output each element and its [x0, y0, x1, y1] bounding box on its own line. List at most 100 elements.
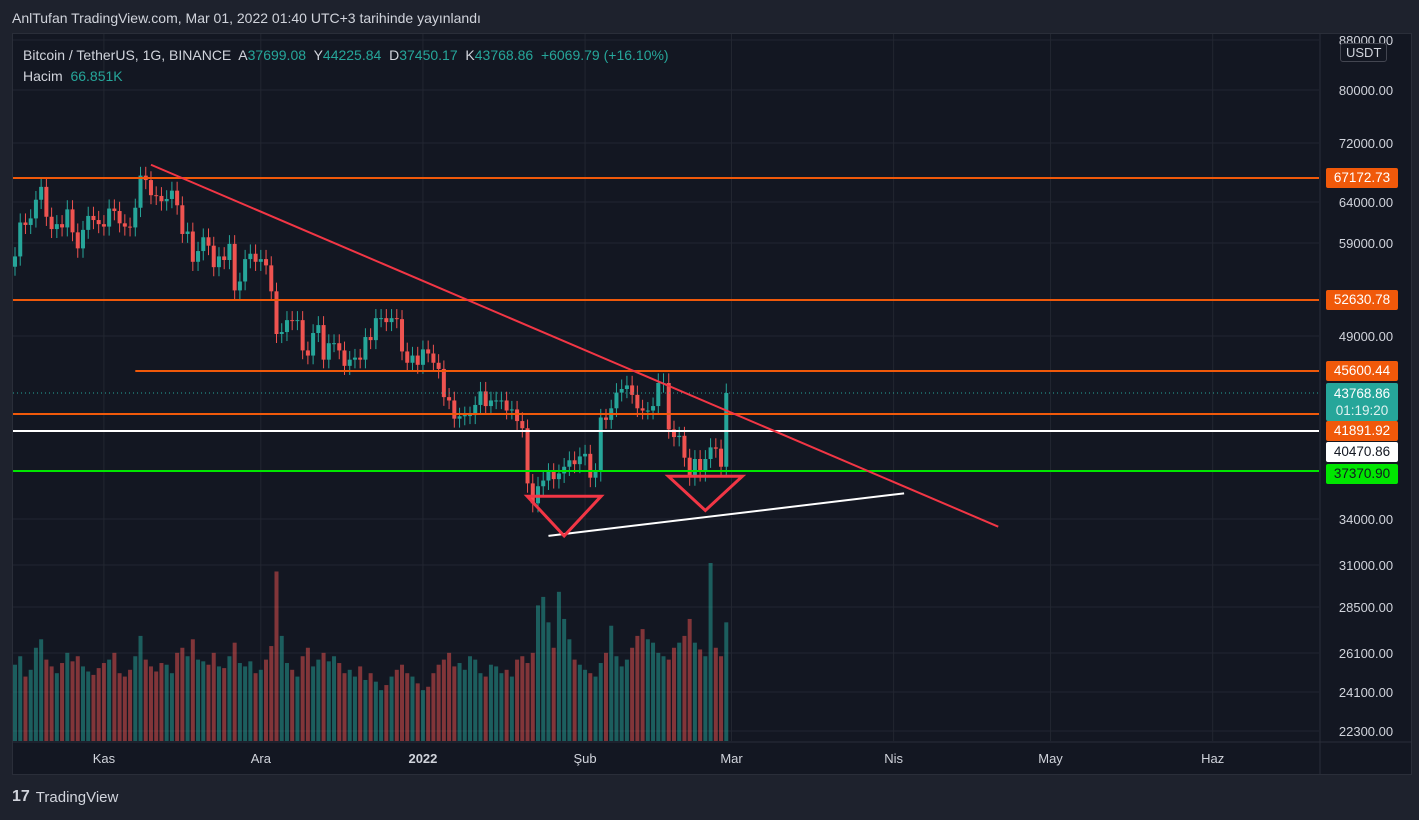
- candle-body: [687, 457, 692, 477]
- low-value: 37450.17: [399, 47, 458, 63]
- candle-body: [530, 483, 535, 504]
- volume-bar: [379, 690, 384, 741]
- currency-badge[interactable]: USDT: [1340, 43, 1388, 62]
- candle-body: [33, 199, 38, 219]
- volume-bar: [541, 596, 546, 741]
- candle-body: [488, 400, 493, 407]
- volume-bar: [143, 659, 148, 741]
- volume-bar: [703, 656, 708, 741]
- volume-bar: [619, 666, 624, 741]
- candle-body: [269, 265, 274, 292]
- volume-bar: [211, 652, 216, 741]
- candle-body: [698, 459, 703, 472]
- candle-body: [593, 471, 598, 478]
- candle-body: [567, 460, 572, 467]
- volume-bar: [311, 666, 316, 741]
- volume-bar: [352, 676, 357, 741]
- volume-bar: [583, 669, 588, 741]
- candle-body: [300, 320, 305, 351]
- candle-body: [237, 281, 242, 291]
- candle-body: [243, 259, 248, 282]
- volume-bar: [258, 669, 263, 741]
- volume-bar: [494, 666, 499, 741]
- y-tick-label: 34000.00: [1339, 512, 1393, 527]
- volume-bar: [614, 656, 619, 741]
- volume-bar: [54, 673, 59, 741]
- candle-body: [447, 397, 452, 401]
- y-tick-label: 22300.00: [1339, 724, 1393, 739]
- volume-bar: [556, 591, 561, 741]
- candle-body: [405, 351, 410, 363]
- candle-body: [107, 208, 112, 227]
- candle-body: [284, 320, 289, 333]
- candle-body: [682, 435, 687, 458]
- volume-bar: [525, 663, 530, 741]
- level-price-tag: 41891.92: [1326, 421, 1398, 441]
- candle-body: [133, 207, 138, 228]
- close-label: K: [465, 47, 475, 63]
- volume-bar: [436, 664, 441, 741]
- volume-bar: [431, 673, 436, 741]
- candle-body: [379, 318, 384, 320]
- candle-body: [28, 218, 33, 225]
- candle-body: [65, 209, 70, 228]
- volume-bar: [316, 659, 321, 741]
- low-label: D: [389, 47, 400, 63]
- volume-bar: [588, 673, 593, 741]
- triangle-marker: [523, 494, 605, 539]
- candle-body: [305, 350, 310, 356]
- volume-bar: [724, 622, 729, 741]
- tradingview-logo[interactable]: 17 TradingView: [12, 788, 118, 806]
- level-price-tag: 52630.78: [1326, 290, 1398, 310]
- candle-body: [473, 404, 478, 416]
- candle-body: [222, 256, 227, 261]
- candle-body: [719, 448, 724, 467]
- candle-body: [91, 215, 96, 221]
- volume-bar: [169, 673, 174, 741]
- volume-bar: [410, 676, 415, 741]
- volume-bar: [60, 663, 65, 741]
- candle-body: [248, 253, 253, 260]
- candle-body: [635, 394, 640, 409]
- volume-bar: [452, 666, 457, 741]
- volume-bar: [577, 664, 582, 741]
- candle-body: [337, 343, 342, 351]
- volume-bar: [128, 669, 133, 741]
- volume-bar: [572, 659, 577, 741]
- volume-bar: [677, 642, 682, 741]
- close-value: 43768.86: [474, 47, 534, 63]
- candle-body: [394, 318, 399, 320]
- symbol-name[interactable]: Bitcoin / TetherUS, 1G, BINANCE: [23, 47, 232, 63]
- candle-body: [640, 408, 645, 411]
- candle-body: [326, 343, 331, 360]
- candle-body: [452, 400, 457, 419]
- candle-body: [426, 349, 431, 354]
- volume-bar: [28, 669, 33, 741]
- y-tick-label: 28500.00: [1339, 600, 1393, 615]
- candle-body: [321, 325, 326, 360]
- candle-body: [211, 245, 216, 268]
- volume-bar: [274, 571, 279, 741]
- volume-bar: [488, 664, 493, 741]
- candle-body: [577, 456, 582, 465]
- volume-bar: [122, 676, 127, 741]
- candle-body: [551, 471, 556, 480]
- candle-body: [60, 224, 65, 228]
- candle-body: [483, 391, 488, 407]
- volume-bar: [243, 666, 248, 741]
- volume-bar: [13, 664, 17, 741]
- candle-body: [148, 180, 153, 196]
- x-tick-label: Kas: [93, 751, 116, 766]
- candle-body: [389, 318, 394, 323]
- volume-bar: [332, 656, 337, 741]
- volume-value: 66.851K: [70, 68, 123, 84]
- x-tick-label: 2022: [408, 751, 437, 766]
- candle-body: [23, 222, 28, 225]
- candle-body: [468, 415, 473, 417]
- candle-body: [494, 400, 499, 402]
- level-price-tag: 45600.44: [1326, 361, 1398, 381]
- candle-body: [316, 325, 321, 334]
- volume-bar: [75, 656, 80, 741]
- candle-body: [311, 333, 316, 356]
